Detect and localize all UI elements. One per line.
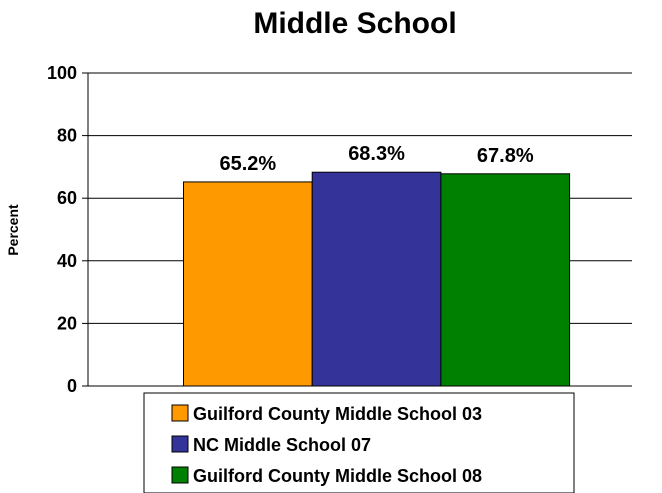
data-labels: 65.2% 68.3% 67.8%: [219, 143, 533, 175]
legend-box: [143, 392, 575, 493]
legend: Guilford County Middle School 03 NC Middl…: [143, 392, 575, 493]
legend-entry: Guilford County Middle School 08: [193, 466, 482, 486]
y-tick-label: 80: [57, 126, 77, 146]
data-label: 65.2%: [219, 153, 276, 175]
legend-swatch: [171, 404, 189, 422]
y-axis-label: Percent: [5, 204, 21, 256]
legend-swatch: [171, 466, 189, 484]
legend-swatch: [171, 435, 189, 453]
axes: [82, 72, 632, 387]
data-label: 68.3%: [348, 143, 405, 165]
y-tick-label: 40: [57, 251, 77, 271]
y-tick-label: 100: [47, 63, 77, 83]
bar: [183, 181, 313, 387]
bars: [183, 171, 571, 387]
bar: [311, 171, 442, 387]
y-tick-label: 0: [67, 376, 77, 396]
y-tick-label: 60: [57, 188, 77, 208]
y-tick-label: 20: [57, 313, 77, 333]
data-label: 67.8%: [477, 145, 534, 167]
legend-entry: NC Middle School 07: [193, 435, 371, 455]
legend-entry: Guilford County Middle School 03: [193, 404, 482, 424]
bar: [440, 173, 571, 387]
chart-title: Middle School: [253, 7, 456, 40]
y-tick-labels: 0 20 40 60 80 100: [47, 63, 77, 396]
